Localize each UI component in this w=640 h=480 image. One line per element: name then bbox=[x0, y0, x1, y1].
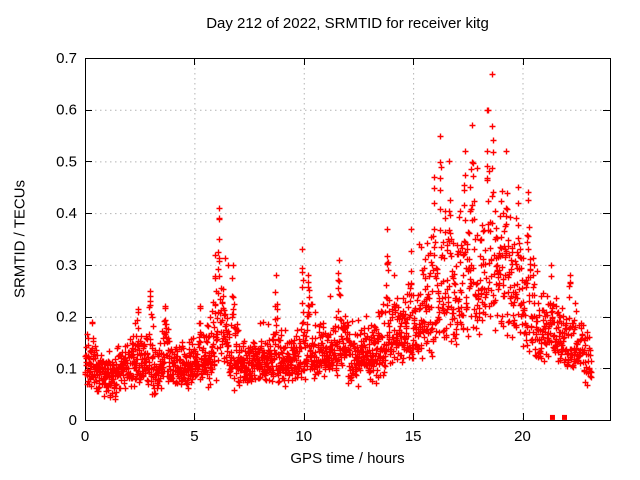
outlier-square-marker bbox=[549, 414, 555, 420]
plot-border bbox=[85, 58, 611, 421]
y-tick-label: 0.1 bbox=[56, 360, 77, 377]
x-axis-label: GPS time / hours bbox=[290, 450, 405, 467]
x-tick-label: 0 bbox=[81, 428, 89, 445]
y-tick-label: 0 bbox=[69, 412, 77, 429]
y-tick-label: 0.3 bbox=[56, 257, 77, 274]
x-tick-label: 20 bbox=[514, 428, 531, 445]
data-points bbox=[82, 71, 595, 403]
x-tick-label: 10 bbox=[295, 428, 312, 445]
y-tick-label: 0.5 bbox=[56, 153, 77, 170]
outlier-square-marker bbox=[562, 414, 567, 420]
y-tick-label: 0.4 bbox=[56, 205, 77, 222]
y-tick-label: 0.6 bbox=[56, 102, 77, 119]
y-tick-label: 0.7 bbox=[56, 50, 77, 67]
x-tick-label: 15 bbox=[405, 428, 422, 445]
x-tick-label: 5 bbox=[190, 428, 198, 445]
y-tick-label: 0.2 bbox=[56, 309, 77, 326]
chart-title: Day 212 of 2022, SRMTID for receiver kit… bbox=[206, 15, 489, 32]
